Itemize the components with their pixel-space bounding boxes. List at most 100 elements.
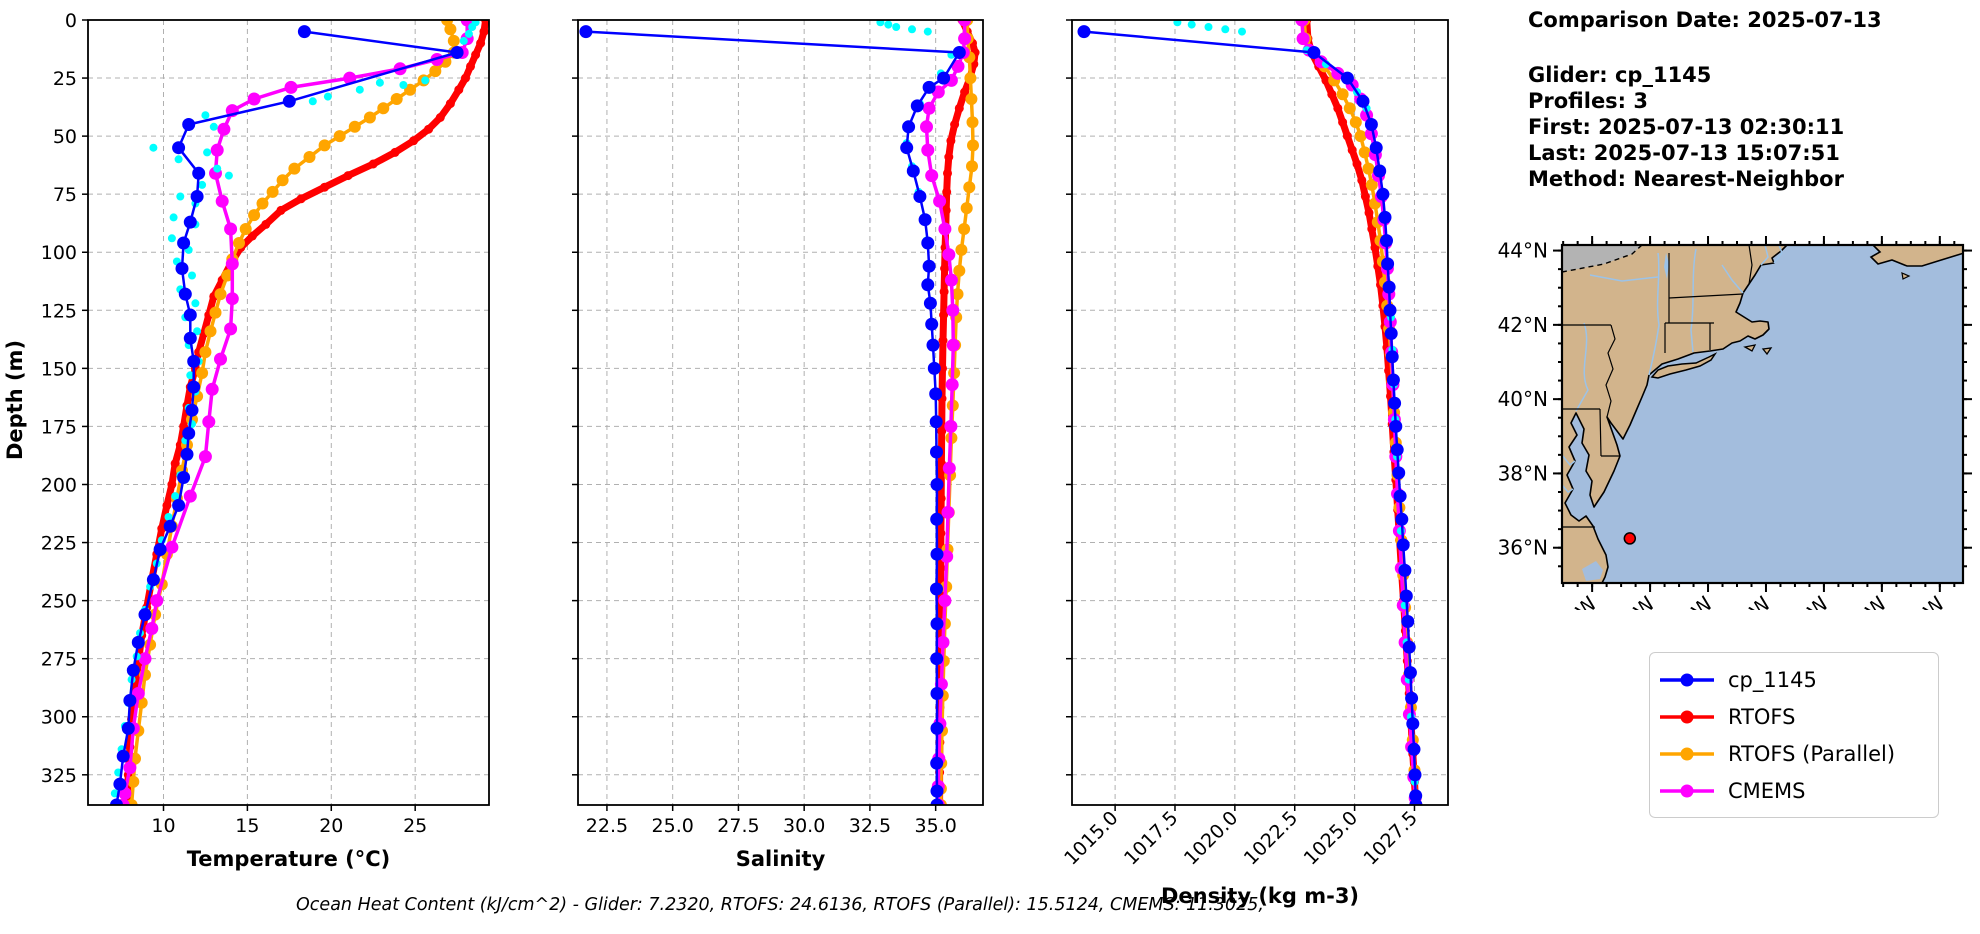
temperature-xtick-label: 25	[403, 815, 427, 837]
salinity-ticklabels: 22.5 25.0 27.5 30.0 32.5 35.0	[586, 815, 957, 837]
temperature-ytick-label: 200	[41, 474, 77, 496]
location-map: 76°W74°W72°W70°W68°W66°W64°W 36°N 38°N 40°N…	[1498, 236, 1972, 610]
legend-label: RTOFS (Parallel)	[1728, 741, 1896, 766]
map-nova-scotia-islet	[1901, 272, 1911, 280]
info-profiles: Profiles: 3	[1528, 89, 1649, 113]
density-xtick-label: 1027.5	[1359, 807, 1422, 870]
salinity-xtick-label: 27.5	[717, 815, 759, 837]
map-lon-tick-label: 68°W	[1777, 591, 1833, 610]
temperature-y-axis-label: Depth (m)	[3, 340, 27, 460]
temperature-xtick-label: 20	[319, 815, 343, 837]
info-glider: Glider: cp_1145	[1528, 63, 1712, 87]
legend-label: RTOFS	[1728, 704, 1796, 729]
legend-item-RTOFS-Parallel-: RTOFS (Parallel)	[1658, 735, 1928, 772]
map-lat-tick-label: 44°N	[1498, 239, 1548, 263]
temperature-tickmarks	[82, 19, 416, 811]
temperature-grid	[88, 19, 489, 805]
salinity-xtick-label: 25.0	[652, 815, 694, 837]
map-lat-tick-label: 40°N	[1498, 387, 1548, 411]
temperature-ytick-label: 275	[41, 649, 77, 671]
temperature-ytick-label: 150	[41, 358, 77, 380]
map-lon-tick-label: 64°W	[1893, 591, 1949, 610]
legend-line-sample	[1660, 673, 1714, 686]
salinity-xtick-label: 22.5	[586, 815, 628, 837]
temperature-ytick-label: 325	[41, 765, 77, 787]
legend: cp_1145 RTOFS RTOFS (Parallel) CMEMS	[1649, 652, 1939, 818]
temperature-series-cp_1145	[110, 25, 464, 805]
density-series-cp_1145	[1077, 25, 1423, 805]
map-rivers	[1562, 245, 1783, 493]
map-state-borders	[1562, 245, 1753, 528]
map-lon-tick-label: 76°W	[1546, 591, 1602, 610]
map-glider-position-layer	[1623, 532, 1637, 545]
legend-line-sample	[1660, 710, 1714, 723]
temperature-series-RTOFS	[122, 20, 489, 805]
temperature-x-axis-label: Temperature (°C)	[187, 847, 390, 871]
map-canada-gray-land	[1562, 245, 1642, 272]
temperature-ytick-label: 100	[41, 242, 77, 264]
map-lat-tick-label: 42°N	[1498, 313, 1548, 337]
map-nova-scotia	[1869, 245, 1963, 267]
ocean-heat-content-note: Ocean Heat Content (kJ/cm^2) - Glider: 7…	[296, 895, 1264, 915]
temperature-ytick-label: 250	[41, 591, 77, 613]
legend-label: CMEMS	[1728, 778, 1806, 803]
temperature-ytick-label: 125	[41, 300, 77, 322]
map-lat-tick-label: 38°N	[1498, 461, 1548, 485]
comparison-date: Comparison Date: 2025-07-13	[1528, 8, 1882, 32]
info-last-time: Last: 2025-07-13 15:07:51	[1528, 141, 1840, 165]
map-international-border	[1562, 245, 1643, 273]
density-xtick-label: 1015.0	[1060, 807, 1123, 870]
density-series-RTOFS-Parallel-	[1298, 20, 1423, 805]
temperature-ytick-label: 175	[41, 416, 77, 438]
map-lon-tick-label: 74°W	[1604, 591, 1660, 610]
temperature-ytick-label: 300	[41, 707, 77, 729]
salinity-series-cp_1145	[579, 25, 966, 805]
salinity-xtick-label: 30.0	[783, 815, 825, 837]
density-tickmarks	[1066, 19, 1416, 811]
legend-line-sample	[1660, 747, 1714, 760]
temperature-ytick-label: 75	[53, 184, 77, 206]
temperature-ytick-label: 25	[53, 68, 77, 90]
map-lon-tick-label: 72°W	[1662, 591, 1718, 610]
salinity-frame	[577, 19, 984, 806]
map-long-island	[1650, 352, 1718, 379]
temperature-ytick-label: 0	[65, 10, 77, 32]
map-land-us-east-coast	[1562, 245, 1788, 583]
density-frame	[1071, 19, 1449, 806]
salinity-xtick-label: 35.0	[915, 815, 957, 837]
density-xtick-label: 1025.0	[1300, 807, 1363, 870]
map-glider-position-marker	[1623, 532, 1637, 545]
density-xtick-label: 1017.5	[1120, 807, 1183, 870]
temperature-series-RTOFS-Parallel-	[125, 20, 460, 805]
salinity-grid	[578, 19, 983, 805]
info-first-time: First: 2025-07-13 02:30:11	[1528, 115, 1845, 139]
info-method: Method: Nearest-Neighbor	[1528, 167, 1844, 191]
map-marthas-vineyard	[1743, 344, 1757, 352]
legend-item-cp_1145: cp_1145	[1658, 661, 1928, 698]
temperature-ytick-label: 50	[53, 126, 77, 148]
map-pamlico-sound	[1582, 561, 1603, 581]
salinity-series	[579, 20, 980, 805]
density-series	[1077, 20, 1423, 805]
density-x-axis-label: Density (kg m-3)	[1161, 884, 1359, 908]
salinity-x-axis-label: Salinity	[736, 847, 826, 871]
temperature-chart: 10 15 20 2502550751001251501752002252502753…	[3, 10, 490, 871]
salinity-chart: 22.5 25.0 27.5 30.0 32.5 35.0 Salinity	[572, 19, 984, 871]
salinity-tickmarks	[572, 19, 937, 811]
temperature-xtick-label: 15	[235, 815, 259, 837]
temperature-ytick-label: 225	[41, 533, 77, 555]
temperature-frame	[87, 19, 490, 806]
profile-charts: 10 15 20 2502550751001251501752002252502753…	[3, 10, 1449, 908]
salinity-xtick-label: 32.5	[849, 815, 891, 837]
map-nantucket	[1761, 347, 1773, 356]
map-lon-tick-label: 70°W	[1719, 591, 1775, 610]
legend-line-sample	[1660, 784, 1714, 797]
temperature-ticklabels: 10 15 20 2502550751001251501752002252502753…	[41, 10, 428, 837]
map-lat-tick-label: 36°N	[1498, 536, 1548, 560]
temperature-xtick-label: 10	[151, 815, 175, 837]
legend-label: cp_1145	[1728, 667, 1817, 692]
legend-item-RTOFS: RTOFS	[1658, 698, 1928, 735]
